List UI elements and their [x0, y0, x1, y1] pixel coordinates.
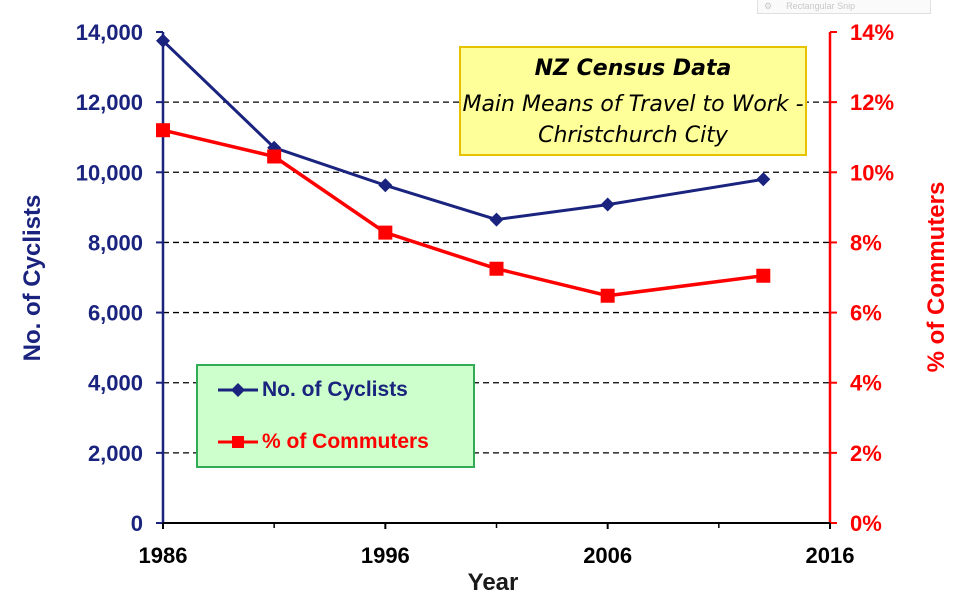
- series-line-cyclists: [161, 39, 764, 222]
- y-tick-label-left: 14,000: [76, 20, 143, 45]
- chart-title-box: NZ Census Data Main Means of Travel to W…: [459, 46, 807, 156]
- data-point-cyclists: [600, 197, 615, 212]
- y-tick-label-right: 4%: [850, 371, 882, 396]
- x-axis-title: Year: [468, 569, 519, 596]
- data-point-commuters: [489, 261, 504, 276]
- data-point-cyclists: [378, 178, 393, 193]
- y-tick-label-left: 6,000: [88, 301, 143, 326]
- y-tick-label-right: 6%: [850, 301, 882, 326]
- legend-label-cyclists: No. of Cyclists: [262, 378, 408, 401]
- legend-square-icon: [218, 436, 258, 448]
- legend-item-commuters: % of Commuters: [218, 430, 429, 454]
- data-point-commuters: [600, 288, 615, 303]
- legend: No. of Cyclists % of Commuters: [196, 364, 475, 468]
- data-point-cyclists: [756, 172, 771, 187]
- y-tick-label-left: 0: [131, 511, 143, 536]
- legend-item-cyclists: No. of Cyclists: [218, 378, 408, 402]
- y-axis-title-left: No. of Cyclists: [19, 195, 46, 362]
- y-tick-label-right: 2%: [850, 441, 882, 466]
- y-tick-label-right: 0%: [850, 511, 882, 536]
- data-point-commuters: [756, 268, 771, 283]
- legend-diamond-icon: [218, 383, 258, 397]
- y-tick-label-left: 10,000: [76, 160, 143, 185]
- x-tick-label: 1986: [139, 543, 188, 568]
- x-tick-label: 1996: [361, 543, 410, 568]
- snip-label: Rectangular Snip: [786, 1, 856, 11]
- y-axis-title-right: % of Commuters: [923, 182, 950, 373]
- snip-gear-icon: ⚙: [764, 1, 773, 11]
- x-tick-label: 2016: [806, 543, 855, 568]
- data-point-cyclists: [156, 33, 170, 48]
- y-tick-label-left: 8,000: [88, 230, 143, 255]
- chart-title: NZ Census Data: [534, 56, 732, 81]
- rectangular-snip-toolbar[interactable]: ⚙ Rectangular Snip: [757, 0, 931, 14]
- y-tick-label-right: 14%: [850, 20, 894, 45]
- y-tick-label-right: 12%: [850, 90, 894, 115]
- y-tick-label-right: 8%: [850, 230, 882, 255]
- y-tick-label-left: 4,000: [88, 371, 143, 396]
- data-point-cyclists: [489, 212, 504, 227]
- data-point-commuters: [156, 123, 170, 138]
- series-line-commuters: [162, 128, 764, 298]
- x-tick-label: 2006: [583, 543, 632, 568]
- y-tick-label-left: 2,000: [88, 441, 143, 466]
- y-tick-label-left: 12,000: [76, 90, 143, 115]
- chart-subtitle: Main Means of Travel to Work - Christchu…: [462, 92, 804, 148]
- data-point-commuters: [267, 149, 282, 164]
- y-tick-label-right: 10%: [850, 160, 894, 185]
- legend-label-commuters: % of Commuters: [262, 430, 429, 453]
- data-point-commuters: [378, 225, 393, 240]
